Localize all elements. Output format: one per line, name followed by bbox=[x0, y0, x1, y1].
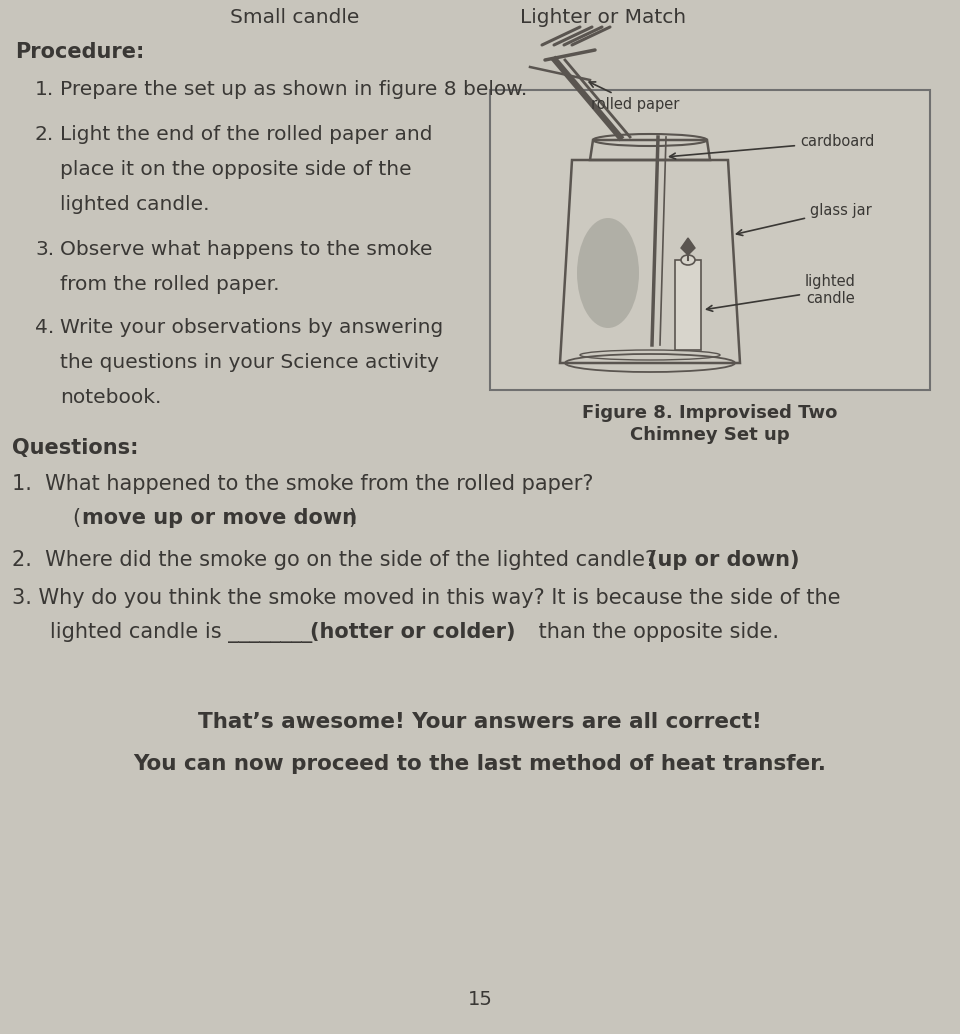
Text: from the rolled paper.: from the rolled paper. bbox=[60, 275, 279, 294]
Text: (hotter or colder): (hotter or colder) bbox=[310, 622, 516, 642]
Text: You can now proceed to the last method of heat transfer.: You can now proceed to the last method o… bbox=[133, 754, 827, 774]
Text: ): ) bbox=[348, 508, 356, 528]
Text: 2.: 2. bbox=[35, 125, 55, 144]
Text: 15: 15 bbox=[468, 990, 492, 1009]
Ellipse shape bbox=[577, 218, 639, 328]
Text: Small candle: Small candle bbox=[230, 8, 359, 27]
Text: Lighter or Match: Lighter or Match bbox=[520, 8, 686, 27]
Text: (: ( bbox=[72, 508, 80, 528]
Text: cardboard: cardboard bbox=[670, 134, 875, 159]
Polygon shape bbox=[681, 238, 695, 255]
Text: glass jar: glass jar bbox=[736, 203, 872, 236]
Text: Figure 8. Improvised Two: Figure 8. Improvised Two bbox=[583, 404, 838, 422]
Text: 1.: 1. bbox=[35, 80, 55, 99]
Text: lighted candle is ________: lighted candle is ________ bbox=[30, 622, 319, 643]
Ellipse shape bbox=[681, 255, 695, 265]
Text: 3.: 3. bbox=[35, 240, 54, 258]
Text: rolled paper: rolled paper bbox=[589, 82, 679, 112]
Text: (up or down): (up or down) bbox=[648, 550, 800, 570]
Text: notebook.: notebook. bbox=[60, 388, 161, 407]
Text: 2.  Where did the smoke go on the side of the lighted candle?: 2. Where did the smoke go on the side of… bbox=[12, 550, 662, 570]
Text: Procedure:: Procedure: bbox=[15, 42, 144, 62]
Text: Observe what happens to the smoke: Observe what happens to the smoke bbox=[60, 240, 433, 258]
Text: Chimney Set up: Chimney Set up bbox=[630, 426, 790, 444]
Text: Write your observations by answering: Write your observations by answering bbox=[60, 318, 444, 337]
Bar bbox=[675, 260, 701, 349]
Text: 1.  What happened to the smoke from the rolled paper?: 1. What happened to the smoke from the r… bbox=[12, 474, 593, 494]
Text: than the opposite side.: than the opposite side. bbox=[532, 622, 779, 642]
Text: 4.: 4. bbox=[35, 318, 55, 337]
Text: Light the end of the rolled paper and: Light the end of the rolled paper and bbox=[60, 125, 433, 144]
Text: Questions:: Questions: bbox=[12, 438, 138, 458]
Text: That’s awesome! Your answers are all correct!: That’s awesome! Your answers are all cor… bbox=[198, 712, 762, 732]
Text: lighted candle.: lighted candle. bbox=[60, 195, 209, 214]
Text: move up or move down: move up or move down bbox=[82, 508, 357, 528]
Text: 3. Why do you think the smoke moved in this way? It is because the side of the: 3. Why do you think the smoke moved in t… bbox=[12, 588, 841, 608]
Text: Prepare the set up as shown in figure 8 below.: Prepare the set up as shown in figure 8 … bbox=[60, 80, 527, 99]
Text: place it on the opposite side of the: place it on the opposite side of the bbox=[60, 160, 412, 179]
FancyBboxPatch shape bbox=[490, 90, 930, 390]
Text: lighted
candle: lighted candle bbox=[707, 274, 856, 311]
Text: the questions in your Science activity: the questions in your Science activity bbox=[60, 353, 439, 372]
